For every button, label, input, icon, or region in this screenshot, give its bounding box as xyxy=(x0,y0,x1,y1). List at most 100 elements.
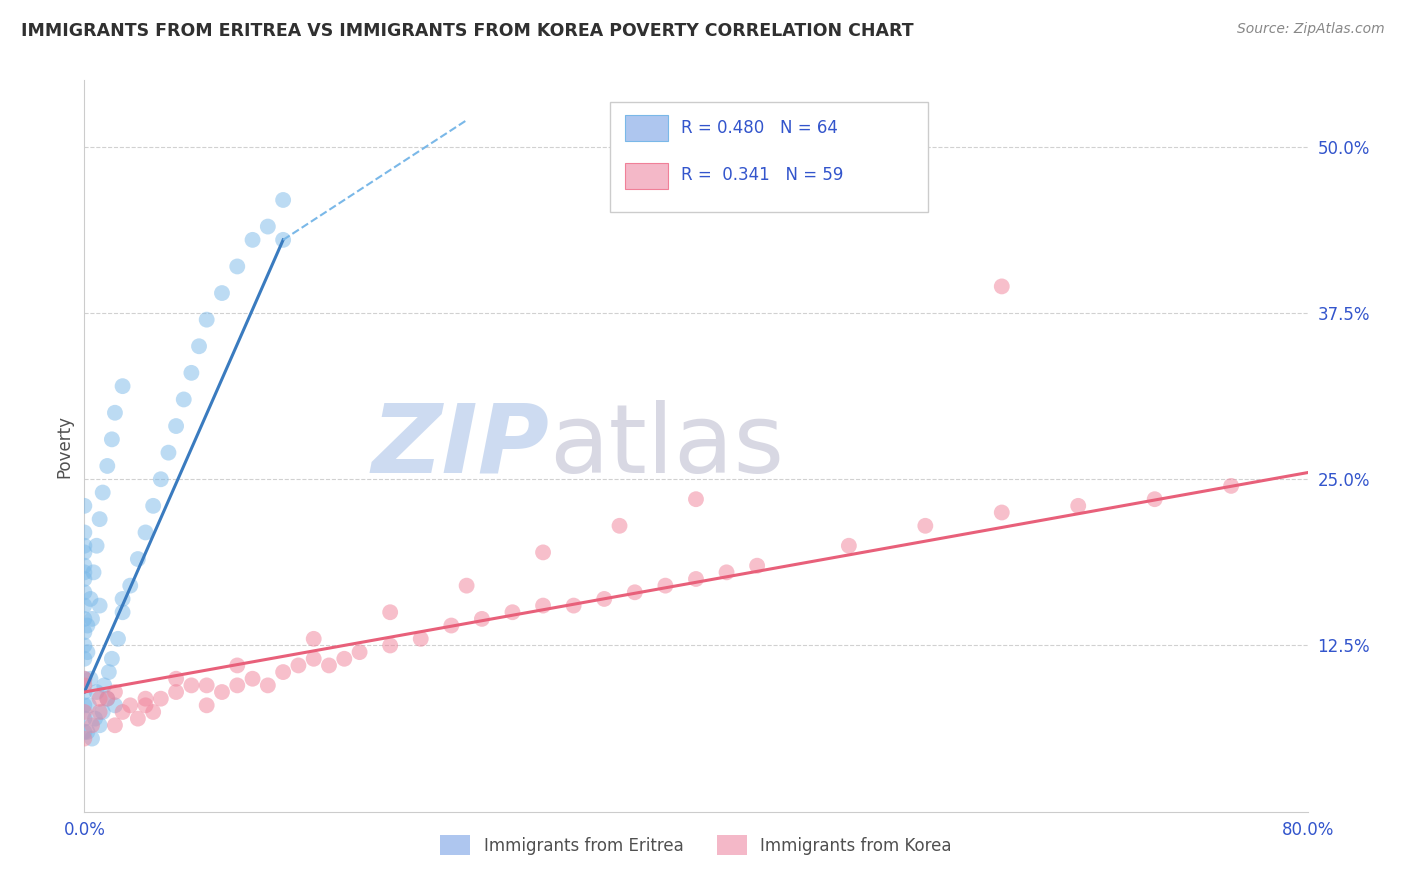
Point xyxy=(89,718,111,732)
Point xyxy=(149,472,172,486)
Point xyxy=(271,193,294,207)
Point xyxy=(104,718,127,732)
Point xyxy=(716,566,738,580)
Point xyxy=(271,233,294,247)
Point xyxy=(1143,492,1166,507)
Point xyxy=(654,579,676,593)
Point xyxy=(531,545,554,559)
Point xyxy=(609,518,631,533)
Point xyxy=(111,591,134,606)
Point xyxy=(111,379,134,393)
Point xyxy=(73,566,96,580)
Point xyxy=(127,712,149,726)
Point xyxy=(73,672,96,686)
Point xyxy=(79,591,101,606)
Point xyxy=(302,632,325,646)
Point xyxy=(76,618,98,632)
Point xyxy=(211,286,233,301)
Point xyxy=(73,672,96,686)
Point xyxy=(107,632,129,646)
Point xyxy=(914,518,936,533)
Point xyxy=(120,698,142,713)
Point xyxy=(83,566,105,580)
Point xyxy=(101,652,124,666)
Point xyxy=(226,678,249,692)
Point xyxy=(80,718,103,732)
Point xyxy=(73,539,96,553)
Point xyxy=(120,579,142,593)
Point xyxy=(440,618,463,632)
Point xyxy=(89,599,111,613)
Point xyxy=(104,685,127,699)
Point xyxy=(242,233,264,247)
Point xyxy=(80,612,103,626)
FancyBboxPatch shape xyxy=(626,163,668,188)
Point xyxy=(502,605,524,619)
Point xyxy=(73,585,96,599)
Point xyxy=(73,599,96,613)
Point xyxy=(593,591,616,606)
Point xyxy=(188,339,211,353)
Point xyxy=(747,558,769,573)
Point xyxy=(73,725,96,739)
Point xyxy=(111,705,134,719)
Point xyxy=(1067,499,1090,513)
Point xyxy=(73,545,96,559)
Point xyxy=(380,605,402,619)
Point xyxy=(333,652,356,666)
Text: ZIP: ZIP xyxy=(371,400,550,492)
Point xyxy=(149,691,172,706)
Point xyxy=(142,705,165,719)
Y-axis label: Poverty: Poverty xyxy=(55,415,73,477)
Point xyxy=(991,279,1014,293)
Point xyxy=(73,705,96,719)
Point xyxy=(271,665,294,679)
Point xyxy=(349,645,371,659)
Point xyxy=(242,672,264,686)
Point xyxy=(562,599,585,613)
Point xyxy=(79,672,101,686)
Point xyxy=(73,685,96,699)
Point xyxy=(1220,479,1243,493)
Point xyxy=(226,260,249,274)
Point xyxy=(97,665,120,679)
Point xyxy=(165,672,187,686)
Point xyxy=(685,572,707,586)
Point xyxy=(380,639,402,653)
Point xyxy=(73,712,96,726)
Point xyxy=(165,419,187,434)
Point xyxy=(104,406,127,420)
Point xyxy=(211,685,233,699)
Point xyxy=(287,658,309,673)
Point xyxy=(96,458,118,473)
Point xyxy=(73,678,96,692)
Point xyxy=(76,725,98,739)
Point xyxy=(195,312,218,326)
Point xyxy=(89,512,111,526)
Point xyxy=(180,366,202,380)
Point xyxy=(101,433,124,447)
Point xyxy=(96,691,118,706)
Point xyxy=(531,599,554,613)
Point xyxy=(73,525,96,540)
Point xyxy=(73,652,96,666)
Point xyxy=(96,691,118,706)
Point xyxy=(111,605,134,619)
Point xyxy=(142,499,165,513)
Point xyxy=(73,499,96,513)
Point xyxy=(89,691,111,706)
Point xyxy=(991,506,1014,520)
Text: atlas: atlas xyxy=(550,400,785,492)
Point xyxy=(257,219,280,234)
Point xyxy=(86,685,108,699)
Point xyxy=(89,705,111,719)
Point xyxy=(456,579,478,593)
Point xyxy=(80,731,103,746)
Point xyxy=(302,652,325,666)
Point xyxy=(318,658,340,673)
Point xyxy=(135,691,157,706)
Point xyxy=(73,572,96,586)
Point xyxy=(135,698,157,713)
Text: R = 0.480   N = 64: R = 0.480 N = 64 xyxy=(682,119,838,136)
Point xyxy=(195,678,218,692)
